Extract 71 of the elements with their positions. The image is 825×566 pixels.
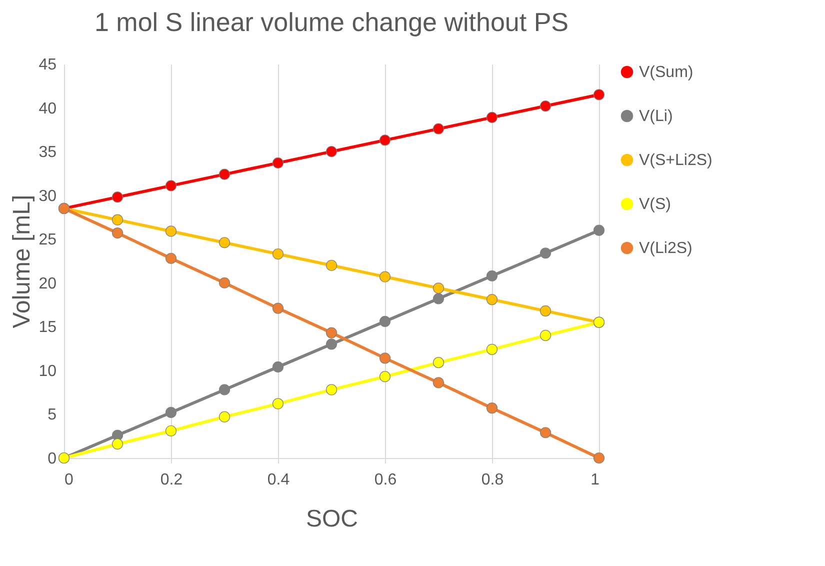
y-tick-label: 40 [38, 100, 57, 118]
point [326, 146, 338, 158]
point [432, 282, 444, 294]
point [486, 112, 498, 123]
point [218, 384, 230, 396]
x-tick-label: 0.2 [160, 472, 183, 488]
y-tick-label: 10 [38, 362, 57, 380]
point [218, 277, 230, 288]
point [379, 134, 391, 146]
point [272, 302, 284, 314]
point [540, 330, 552, 341]
point [165, 252, 177, 264]
point [432, 293, 444, 304]
point [379, 316, 391, 327]
point [540, 100, 552, 112]
point [165, 406, 177, 418]
point [486, 344, 498, 355]
y-tick-label: 5 [48, 406, 57, 424]
point [218, 237, 230, 248]
x-tick-label: 0.8 [481, 472, 504, 488]
y-tick-label: 45 [38, 56, 57, 74]
x-tick-label: 0.4 [267, 472, 290, 488]
point [272, 361, 284, 372]
x-tick-label: 0 [64, 472, 74, 488]
point [593, 452, 605, 464]
y-tick-label: 25 [38, 232, 57, 249]
legend-label: V(Sum) [639, 64, 694, 81]
point [432, 377, 444, 388]
point [593, 224, 605, 236]
point [379, 371, 391, 382]
point [432, 123, 444, 134]
y-tick-label: 20 [38, 275, 57, 292]
point [540, 305, 552, 316]
point [540, 427, 552, 438]
point [165, 226, 177, 237]
point [593, 89, 605, 100]
point [432, 357, 444, 368]
point [326, 338, 338, 350]
point [272, 398, 284, 410]
point [486, 270, 498, 282]
legend-label: V(S) [639, 196, 671, 213]
point [112, 192, 124, 203]
point [326, 384, 338, 396]
y-tick-label: 30 [38, 188, 57, 205]
point [112, 214, 124, 226]
legend-label: V(S+Li2S) [639, 152, 712, 169]
y-tick-label: 35 [38, 144, 57, 162]
point [112, 438, 124, 450]
y-tick-label: 15 [38, 319, 57, 336]
point [379, 271, 391, 282]
legend-label: V(Li) [639, 108, 673, 125]
point [218, 411, 230, 422]
point [379, 352, 391, 364]
point [486, 402, 498, 414]
point [326, 327, 338, 338]
x-tick-label: 0.6 [374, 472, 397, 488]
point [486, 294, 498, 306]
x-tick-label: 1 [590, 472, 600, 488]
point [272, 248, 284, 260]
point [165, 425, 177, 436]
point [165, 180, 177, 192]
y-axis-title: Volume [mL] [8, 194, 36, 328]
point [326, 260, 338, 271]
point [540, 248, 552, 259]
point [272, 157, 284, 168]
legend-label: V(Li2S) [639, 240, 692, 257]
point [218, 168, 230, 180]
point [112, 227, 124, 239]
y-tick-label: 0 [48, 450, 57, 468]
x-axis-title: SOC [306, 506, 358, 532]
chart-title: 1 mol S linear volume change without PS [94, 7, 569, 37]
